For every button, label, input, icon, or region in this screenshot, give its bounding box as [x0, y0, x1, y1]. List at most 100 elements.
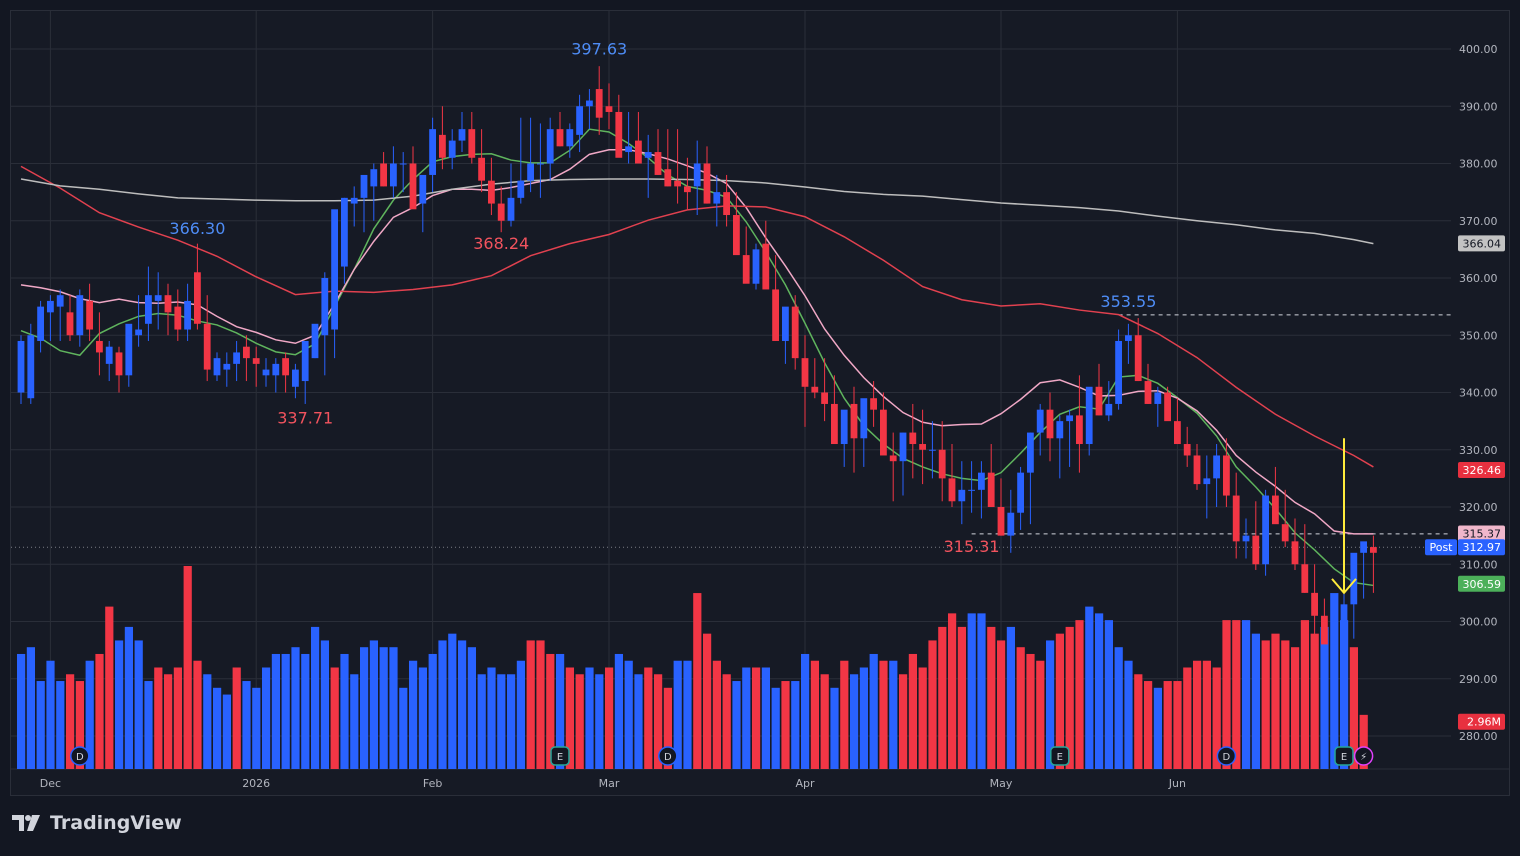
- candle-body: [1281, 524, 1289, 542]
- volume-bar: [1222, 620, 1231, 769]
- axis-price-label: 366.04: [1463, 237, 1502, 250]
- volume-bar: [144, 681, 153, 769]
- volume-bar: [1095, 613, 1104, 769]
- volume-bar: [1046, 640, 1055, 769]
- event-marker-earnings-icon: E: [1334, 746, 1354, 766]
- volume-bar: [183, 566, 192, 769]
- candle-body: [831, 403, 838, 445]
- volume-bar: [869, 653, 878, 769]
- axis-price-label: 312.97: [1463, 541, 1502, 554]
- candle-body: [978, 472, 985, 490]
- volume-bar: [124, 626, 133, 769]
- candle-body: [537, 163, 544, 165]
- volume-bar: [1300, 620, 1309, 769]
- x-tick-label: Mar: [599, 777, 620, 790]
- candle-body: [889, 455, 897, 462]
- volume-bar: [75, 681, 84, 769]
- event-marker-split-icon: ⚡: [1353, 746, 1374, 766]
- volume-bar: [1232, 620, 1241, 769]
- volume-bar: [977, 613, 986, 769]
- volume-bar: [634, 674, 643, 769]
- moving-average-sma: [20, 165, 1374, 468]
- candle-body: [1085, 386, 1093, 445]
- high-low-annotation: 366.30: [169, 219, 225, 238]
- volume-bar: [193, 660, 202, 769]
- volume-bar: [115, 640, 124, 769]
- chart-area[interactable]: 280.00 290.00 300.00 310.00 320.00 330.00 340.…: [10, 10, 1510, 796]
- volume-bar: [732, 681, 741, 769]
- candle-body: [1007, 512, 1015, 536]
- event-marker-label: D: [664, 752, 672, 763]
- candle-body: [223, 363, 231, 370]
- candle-body: [1262, 495, 1269, 565]
- volume-bar: [840, 660, 849, 769]
- candle-body: [615, 111, 623, 158]
- price-chart-svg[interactable]: 280.00 290.00 300.00 310.00 320.00 330.00 340.…: [11, 11, 1509, 795]
- volume-bar: [301, 653, 310, 769]
- volume-bar: [556, 653, 565, 769]
- y-tick-label: 310.00: [1459, 558, 1498, 571]
- candle-body: [488, 180, 495, 204]
- volume-bar: [908, 653, 917, 769]
- brand-name: TradingView: [50, 812, 182, 834]
- volume-bar: [1183, 667, 1192, 769]
- event-marker-label: E: [557, 752, 563, 763]
- candle-body: [987, 472, 995, 507]
- volume-bar: [173, 667, 182, 769]
- candle-body: [145, 295, 152, 324]
- volume-bar: [409, 660, 418, 769]
- volume-bar: [683, 660, 692, 769]
- volume-bar: [467, 647, 476, 769]
- x-tick-label: May: [990, 777, 1013, 790]
- event-marker-dividend-icon: D: [70, 746, 90, 766]
- candle-body: [194, 272, 201, 324]
- volume-bar: [801, 653, 810, 769]
- candle-body: [958, 489, 966, 502]
- volume-bar: [1134, 674, 1143, 769]
- candle-body: [1115, 340, 1122, 404]
- candle-body: [66, 312, 74, 336]
- candle-body: [1242, 535, 1250, 542]
- candle-body: [860, 398, 868, 439]
- candle-body: [644, 152, 652, 158]
- candle-body: [390, 163, 397, 187]
- candle-body: [752, 249, 760, 284]
- candle-body: [703, 163, 711, 204]
- high-low-annotation: 397.63: [571, 40, 627, 59]
- candle-body: [331, 209, 338, 330]
- candle-body: [1095, 386, 1103, 416]
- event-marker-label: E: [1057, 752, 1063, 763]
- candle-body: [458, 129, 466, 141]
- candle-body: [1134, 335, 1142, 382]
- volume-bar: [46, 660, 55, 769]
- candle-body: [262, 369, 270, 376]
- volume-bar: [987, 626, 996, 769]
- volume-bar: [957, 626, 966, 769]
- post-market-label: Post: [1429, 541, 1453, 554]
- volume-bar: [1349, 647, 1358, 769]
- candle-body: [1017, 472, 1024, 513]
- volume-bar: [281, 653, 290, 769]
- volume-bar: [1144, 681, 1153, 769]
- volume-bar: [1153, 687, 1162, 769]
- event-marker-earnings-icon: E: [550, 746, 570, 766]
- candle-body: [1164, 392, 1171, 422]
- volume-bar: [693, 593, 702, 769]
- candle-body: [1330, 621, 1338, 645]
- volume-bar: [546, 653, 555, 769]
- candle-body: [1272, 495, 1279, 525]
- candle-body: [154, 295, 162, 301]
- candle-body: [566, 129, 574, 147]
- volume-bar: [350, 674, 359, 769]
- axis-price-badge: [1458, 235, 1505, 252]
- high-low-annotation: 315.31: [944, 537, 1000, 556]
- volume-bar: [242, 681, 251, 769]
- candle-body: [399, 163, 407, 165]
- volume-bar: [614, 653, 623, 769]
- candle-body: [105, 346, 113, 364]
- axis-price-label: 306.59: [1463, 578, 1502, 591]
- candle-body: [213, 358, 221, 376]
- volume-bar: [1036, 660, 1045, 769]
- high-low-annotation: 368.24: [473, 234, 529, 253]
- volume-bar: [252, 687, 261, 769]
